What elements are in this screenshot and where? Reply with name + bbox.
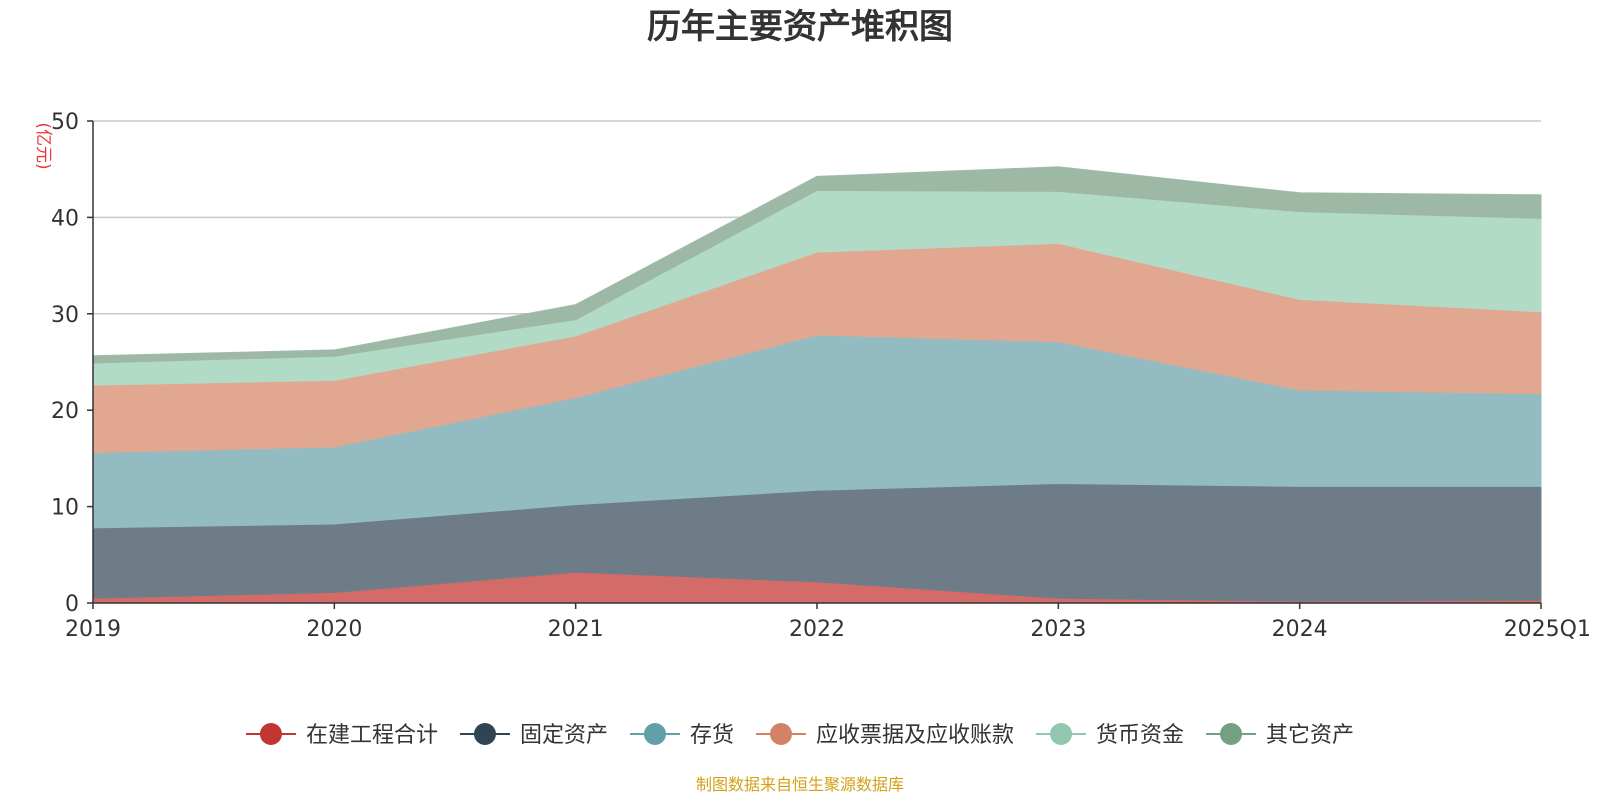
x-tick-label-2022: 2022 xyxy=(789,617,845,642)
y-tick-label-10: 10 xyxy=(51,496,79,521)
legend-label-5: 其它资产 xyxy=(1266,723,1354,748)
legend-marker-1 xyxy=(473,723,496,745)
y-tick-label-50: 50 xyxy=(51,110,79,135)
legend-item-1[interactable]: 固定资产 xyxy=(459,723,608,748)
x-tick-label-2025Q1: 2025Q1 xyxy=(1504,617,1591,642)
y-axis-ticks: 0 10 20 30 40 50 xyxy=(51,110,93,617)
x-tick-label-2019: 2019 xyxy=(65,617,121,642)
legend-item-0[interactable]: 在建工程合计 xyxy=(245,723,438,748)
legend-label-0: 在建工程合计 xyxy=(306,723,438,748)
y-tick-label-20: 20 xyxy=(51,399,79,424)
x-tick-label-2023: 2023 xyxy=(1030,617,1086,642)
data-source-note: 制图数据来自恒生聚源数据库 xyxy=(696,775,904,794)
x-tick-label-2021: 2021 xyxy=(548,617,604,642)
legend-marker-3 xyxy=(770,723,792,745)
legend-marker-5 xyxy=(1220,723,1243,745)
y-tick-label-0: 0 xyxy=(65,592,79,617)
legend-item-3[interactable]: 应收票据及应收账款 xyxy=(756,723,1014,748)
legend[interactable]: 在建工程合计 固定资产 存货 应收票据及应收账款 货币资金 其它资产 xyxy=(245,723,1354,748)
area-series xyxy=(92,166,1542,604)
chart-title: 历年主要资产堆积图 xyxy=(647,7,953,47)
legend-label-2: 存货 xyxy=(690,723,734,748)
legend-label-3: 应收票据及应收账款 xyxy=(816,723,1014,748)
area-series-line-5 xyxy=(92,166,1542,358)
y-axis-unit: (亿元) xyxy=(33,122,53,169)
legend-item-5[interactable]: 其它资产 xyxy=(1206,723,1354,748)
legend-label-1: 固定资产 xyxy=(520,723,608,748)
y-tick-label-40: 40 xyxy=(51,206,79,231)
legend-marker-0 xyxy=(259,723,282,745)
x-axis-ticks: 2019 2020 2021 2022 2023 2024 2025Q1 xyxy=(65,603,1591,642)
legend-label-4: 货币资金 xyxy=(1096,723,1184,748)
legend-item-4[interactable]: 货币资金 xyxy=(1036,723,1184,748)
legend-item-2[interactable]: 存货 xyxy=(629,723,734,748)
x-tick-label-2020: 2020 xyxy=(306,617,362,642)
legend-marker-2 xyxy=(643,723,666,745)
legend-marker-4 xyxy=(1050,723,1073,745)
y-tick-label-30: 30 xyxy=(51,303,79,328)
x-tick-label-2024: 2024 xyxy=(1272,617,1328,642)
